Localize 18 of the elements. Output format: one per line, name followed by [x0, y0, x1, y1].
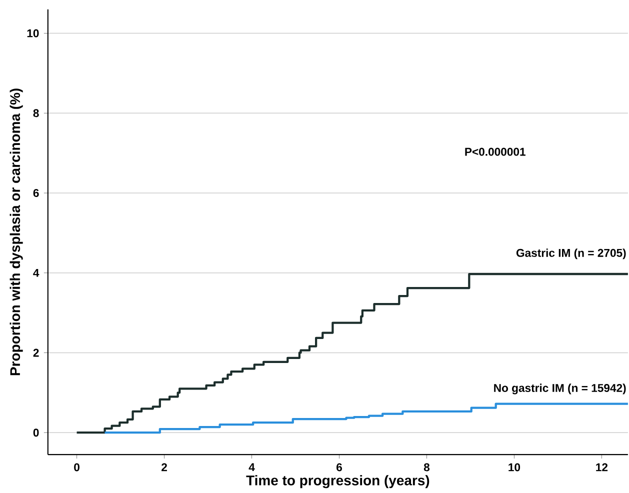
x-tick-label: 10	[508, 463, 520, 472]
x-tick-label: 4	[248, 463, 255, 471]
x-tick-label: 8	[424, 463, 430, 472]
y-tick-label: 8	[33, 109, 39, 118]
x-tick-label: 2	[162, 463, 167, 472]
annotation: P<0.000001	[465, 148, 526, 156]
x-tick-label: 12	[596, 463, 608, 472]
x-tick-label: 6	[336, 463, 342, 472]
x-tick-label: 0	[74, 463, 80, 472]
y-tick-label: 0	[33, 428, 39, 437]
x-axis-title: Time to progression (years)	[246, 475, 430, 488]
series-label: No gastric IM (n = 15942)	[494, 384, 626, 394]
series-label: Gastric IM (n = 2705)	[516, 248, 626, 260]
y-tick-label: 10	[27, 29, 39, 38]
y-tick-label: 4	[33, 268, 40, 277]
y-axis-title: Proportion with dysplasia or carcinoma (%)	[10, 88, 23, 375]
y-tick-label: 2	[33, 348, 39, 357]
y-tick-label: 6	[33, 188, 39, 197]
